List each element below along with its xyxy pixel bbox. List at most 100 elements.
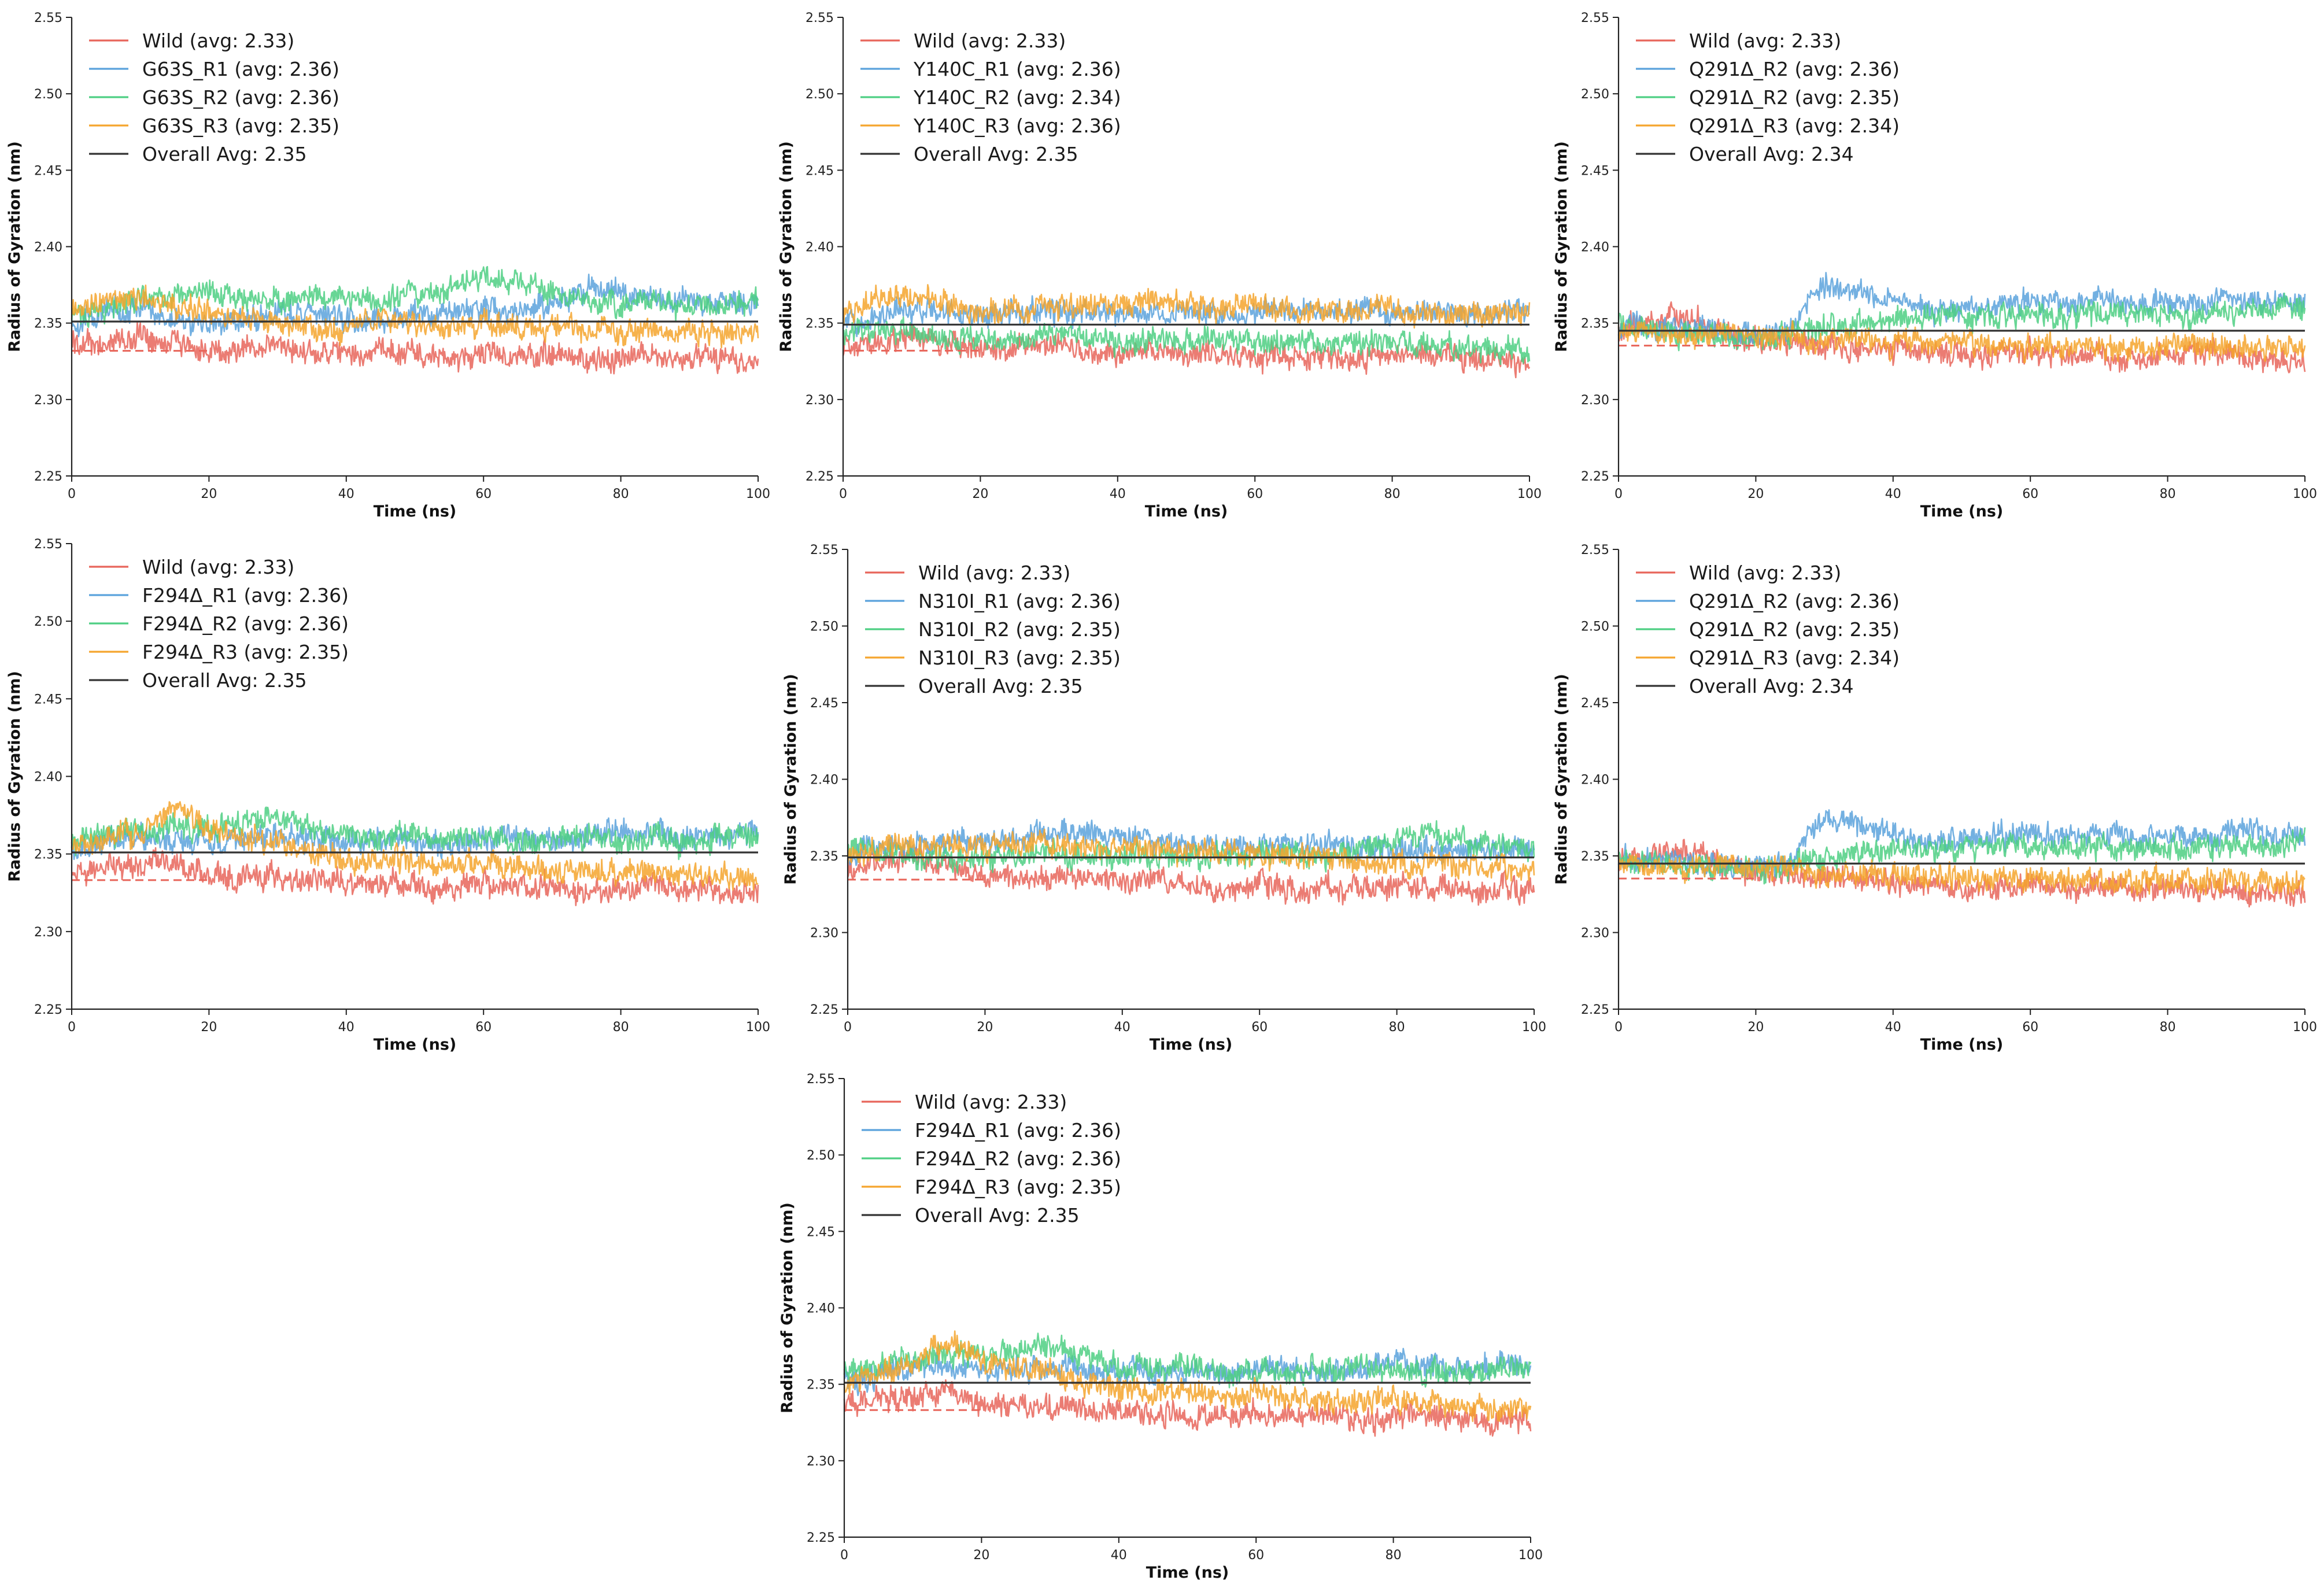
- y-tick-label: 2.55: [1581, 11, 1609, 25]
- legend-entry-label: Overall Avg: 2.34: [1689, 143, 1854, 165]
- y-tick-label: 2.25: [806, 470, 834, 484]
- legend-entry-label: Overall Avg: 2.34: [1689, 675, 1854, 697]
- legend-entry-label: Wild (avg: 2.33): [915, 1091, 1067, 1113]
- x-tick-label: 100: [746, 1020, 770, 1035]
- legend-entry-label: Y140C_R1 (avg: 2.36): [913, 58, 1121, 80]
- x-axis-label: Time (ns): [1146, 1564, 1229, 1582]
- y-tick-label: 2.25: [1581, 1003, 1609, 1017]
- y-tick-label: 2.45: [806, 164, 834, 178]
- series-line-r1: [843, 1347, 1532, 1397]
- y-tick-label: 2.40: [34, 770, 62, 785]
- y-tick-label: 2.40: [806, 241, 834, 255]
- chart-panel-4: 0 20 40 60 80 100 2.25 2.30 2.35 2.40 2.45 2.50 2.55…: [6, 537, 770, 1054]
- x-tick-label: 80: [613, 1020, 629, 1035]
- x-tick-label: 20: [972, 487, 988, 501]
- x-tick-label: 60: [1247, 487, 1263, 501]
- legend-entry-label: Overall Avg: 2.35: [918, 675, 1083, 697]
- legend-entry-label: G63S_R2 (avg: 2.36): [142, 86, 339, 109]
- legend-entry-label: F294Δ_R2 (avg: 2.36): [915, 1147, 1121, 1170]
- y-tick-label: 2.40: [1581, 241, 1609, 255]
- y-tick-label: 2.25: [807, 1531, 835, 1545]
- legend-entry-label: N310I_R2 (avg: 2.35): [918, 618, 1121, 641]
- x-tick-label: 20: [201, 1020, 217, 1035]
- legend-entry-label: F294Δ_R1 (avg: 2.36): [142, 584, 349, 607]
- legend: Wild (avg: 2.33) G63S_R1 (avg: 2.36) G63S_…: [89, 29, 339, 165]
- legend-entry-label: Q291Δ_R2 (avg: 2.35): [1689, 86, 1900, 109]
- x-axis-label: Time (ns): [374, 503, 457, 520]
- legend: Wild (avg: 2.33) Y140C_R1 (avg: 2.36) Y140…: [860, 29, 1121, 165]
- chart-panel-3: 0 20 40 60 80 100 2.25 2.30 2.35 2.40 2.45 2.50 2.55…: [1553, 11, 2317, 520]
- y-axis-label: Radius of Gyration (nm): [777, 141, 795, 352]
- y-tick-label: 2.50: [34, 615, 62, 629]
- y-axis-label: Radius of Gyration (nm): [1553, 141, 1571, 352]
- x-axis-label: Time (ns): [1920, 503, 2004, 520]
- x-tick-label: 0: [68, 1020, 76, 1035]
- x-tick-label: 60: [475, 1020, 492, 1035]
- legend-entry-label: Overall Avg: 2.35: [142, 669, 307, 692]
- y-tick-label: 2.30: [34, 925, 62, 940]
- legend-entry-label: Q291Δ_R2 (avg: 2.35): [1689, 618, 1900, 641]
- y-tick-label: 2.25: [34, 470, 62, 484]
- series-line-r3: [1617, 852, 2305, 897]
- y-tick-label: 2.25: [810, 1003, 838, 1017]
- x-tick-label: 40: [338, 487, 354, 501]
- y-tick-label: 2.40: [810, 773, 838, 788]
- y-tick-label: 2.35: [1581, 850, 1609, 864]
- series-line-r1: [1617, 809, 2306, 881]
- legend-entry-label: Overall Avg: 2.35: [914, 143, 1078, 165]
- series-line-wild: [71, 322, 759, 375]
- legend-entry-label: G63S_R1 (avg: 2.36): [142, 58, 339, 80]
- y-tick-label: 2.30: [1581, 393, 1609, 408]
- legend-entry-label: Q291Δ_R2 (avg: 2.36): [1689, 58, 1900, 80]
- legend: Wild (avg: 2.33) Q291Δ_R2 (avg: 2.36) Q291…: [1636, 29, 1900, 165]
- y-tick-label: 2.55: [34, 537, 62, 552]
- x-tick-label: 100: [1522, 1020, 1546, 1035]
- y-tick-label: 2.30: [34, 393, 62, 408]
- x-tick-label: 60: [1251, 1020, 1268, 1035]
- y-tick-label: 2.50: [1581, 87, 1609, 102]
- x-tick-label: 80: [2160, 487, 2176, 501]
- y-tick-label: 2.25: [1581, 470, 1609, 484]
- y-tick-label: 2.45: [807, 1225, 835, 1239]
- y-tick-label: 2.45: [1581, 164, 1609, 178]
- x-tick-label: 60: [2022, 487, 2038, 501]
- x-tick-label: 40: [1114, 1020, 1130, 1035]
- series-line-r3: [847, 828, 1535, 882]
- legend-entry-label: Q291Δ_R2 (avg: 2.36): [1689, 590, 1900, 612]
- x-tick-label: 100: [746, 487, 770, 501]
- x-tick-label: 0: [839, 487, 847, 501]
- legend-entry-label: Wild (avg: 2.33): [1689, 29, 1841, 52]
- series-line-r2: [1617, 827, 2306, 885]
- legend-entry-label: Y140C_R2 (avg: 2.34): [913, 86, 1121, 109]
- chart-panel-5: 0 20 40 60 80 100 2.25 2.30 2.35 2.40 2.45 2.50 2.55…: [782, 543, 1546, 1054]
- legend-entry-label: Overall Avg: 2.35: [142, 143, 307, 165]
- y-axis-label: Radius of Gyration (nm): [1553, 674, 1571, 885]
- series-line-r2: [71, 265, 759, 328]
- y-axis-label: Radius of Gyration (nm): [6, 141, 24, 352]
- legend-entry-label: Wild (avg: 2.33): [1689, 562, 1841, 584]
- series-line-wild: [71, 847, 759, 906]
- y-tick-label: 2.40: [34, 241, 62, 255]
- chart-panel-7: 0 20 40 60 80 100 2.25 2.30 2.35 2.40 2.45 2.50 2.55…: [778, 1072, 1543, 1582]
- y-tick-label: 2.35: [806, 317, 834, 331]
- x-axis-label: Time (ns): [374, 1036, 457, 1054]
- chart-panel-2: 0 20 40 60 80 100 2.25 2.30 2.35 2.40 2.45 2.50 2.55…: [777, 11, 1542, 520]
- x-tick-label: 100: [2293, 1020, 2317, 1035]
- legend: Wild (avg: 2.33) F294Δ_R1 (avg: 2.36) F294…: [862, 1091, 1121, 1227]
- x-axis-label: Time (ns): [1150, 1036, 1233, 1054]
- legend-entry-label: Q291Δ_R3 (avg: 2.34): [1689, 647, 1900, 669]
- panels-container: 0 20 40 60 80 100 2.25 2.30 2.35 2.40 2.45 2.50 2.55…: [6, 11, 2317, 1582]
- series-line-r3: [71, 801, 759, 891]
- y-tick-label: 2.45: [34, 164, 62, 178]
- legend-entry-label: F294Δ_R2 (avg: 2.36): [142, 612, 349, 635]
- series-line-r3: [71, 284, 759, 349]
- x-tick-label: 0: [840, 1548, 848, 1563]
- x-tick-label: 0: [844, 1020, 852, 1035]
- legend-entry-label: N310I_R3 (avg: 2.35): [918, 647, 1121, 669]
- x-tick-label: 40: [1885, 487, 1901, 501]
- x-tick-label: 80: [1384, 487, 1401, 501]
- series-line-r3: [843, 1330, 1532, 1422]
- y-tick-label: 2.30: [1581, 926, 1609, 941]
